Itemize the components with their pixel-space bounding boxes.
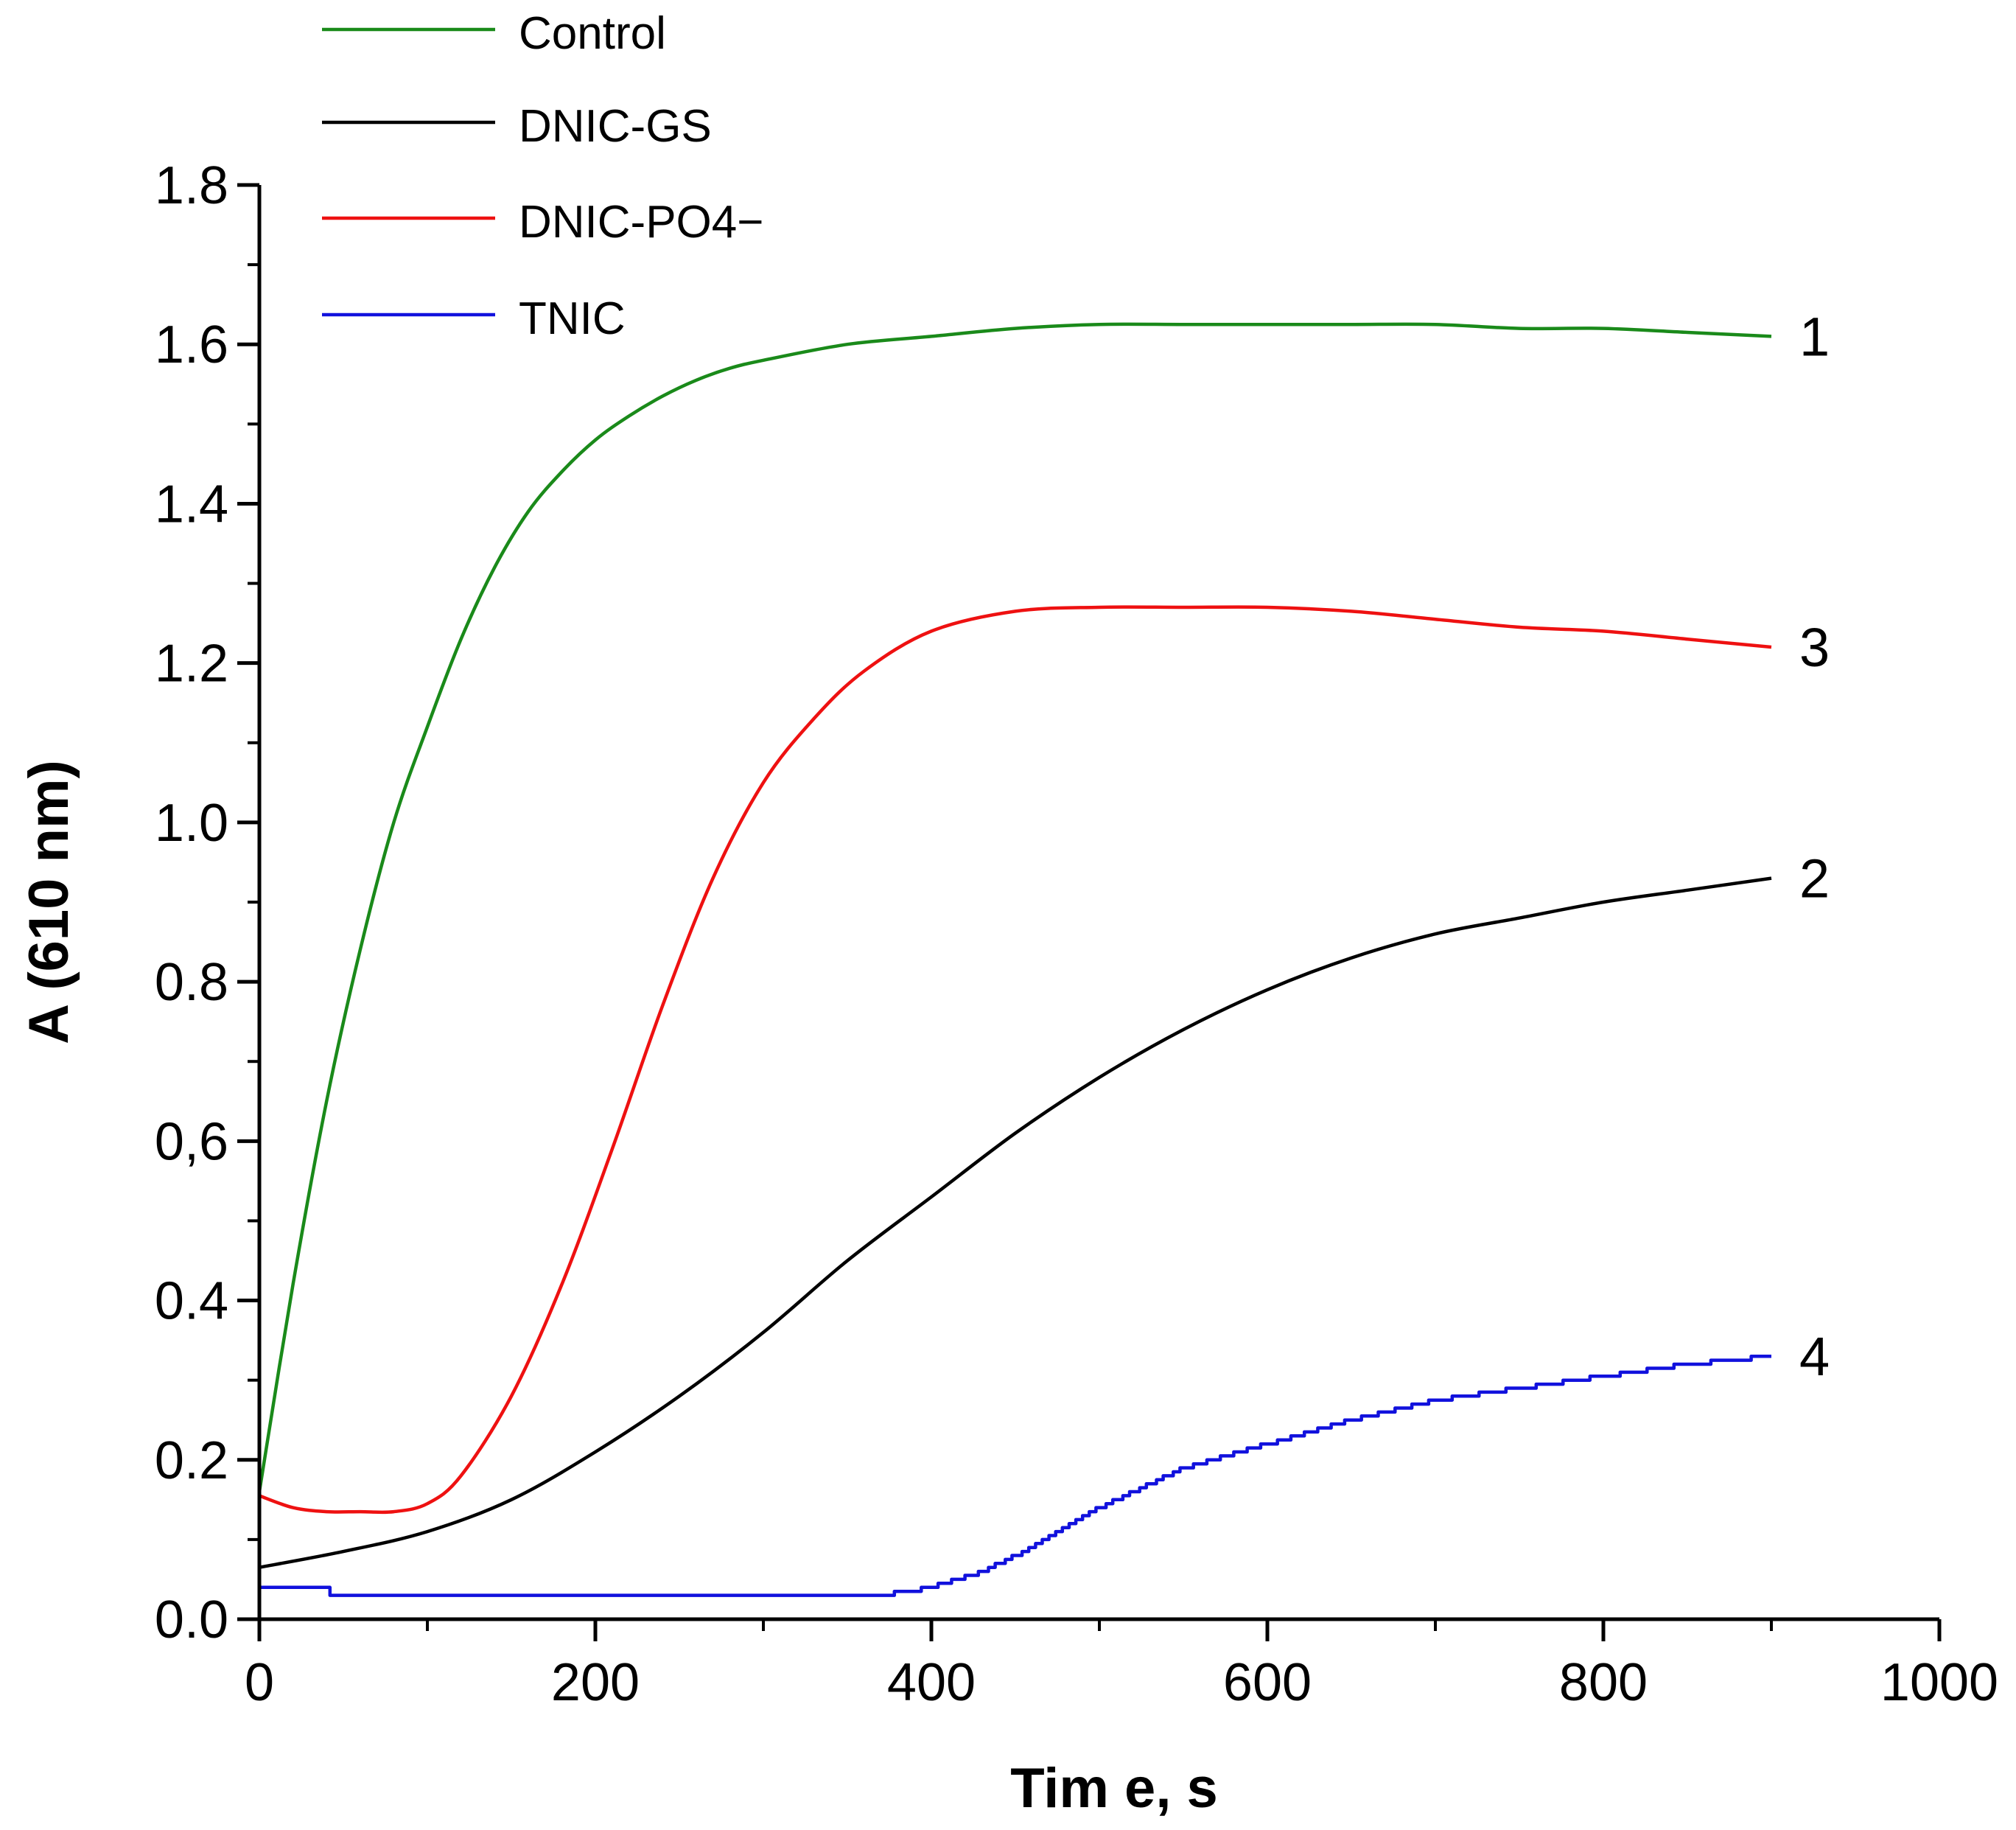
y-tick-label: 0.2 [155,1431,228,1490]
x-tick-label: 200 [551,1653,640,1712]
y-tick-label: 1.6 [155,315,228,374]
y-tick-label: 0.8 [155,953,228,1012]
x-tick-label: 800 [1559,1653,1648,1712]
y-axis-ticks: 0.0 0.2 0.4 0,6 0.8 1.0 1.2 1.4 1.6 1.8 [155,156,259,1649]
curve-label-2: 2 [1799,848,1830,909]
x-tick-label: 400 [887,1653,976,1712]
series-line-3 [259,605,1772,1515]
y-axis-title: A (610 nm) [18,760,80,1044]
x-tick-label: 600 [1223,1653,1312,1712]
legend-label-3: DNIC-PO4− [519,197,763,248]
y-tick-label: 1.0 [155,794,228,853]
legend-label-4: TNIC [519,293,626,344]
series-line-2 [259,876,1772,1569]
curve-label-1: 1 [1799,306,1830,367]
series-line-1 [257,322,1772,1492]
x-tick-label: 0 [245,1653,274,1712]
legend: Control DNIC-GS DNIC-PO4− TNIC [322,8,763,344]
y-tick-label: 0.4 [155,1272,228,1331]
curve-label-4: 4 [1799,1326,1830,1387]
x-axis-title: Tim e, s [1010,1757,1218,1820]
curve-labels: 1 2 3 4 [1799,306,1830,1387]
series-line-4 [259,1354,1771,1597]
y-tick-label: 0,6 [155,1112,228,1171]
y-tick-label: 1.8 [155,156,228,215]
y-tick-label: 1.4 [155,475,228,534]
legend-label-2: DNIC-GS [519,101,712,152]
series-lines [257,322,1772,1597]
y-tick-label: 1.2 [155,635,228,694]
x-axis-ticks: 0 200 400 600 800 1000 [245,1619,1998,1712]
curve-label-3: 3 [1799,617,1830,678]
legend-label-1: Control [519,8,666,59]
x-tick-label: 1000 [1880,1653,1998,1712]
y-tick-label: 0.0 [155,1590,228,1649]
